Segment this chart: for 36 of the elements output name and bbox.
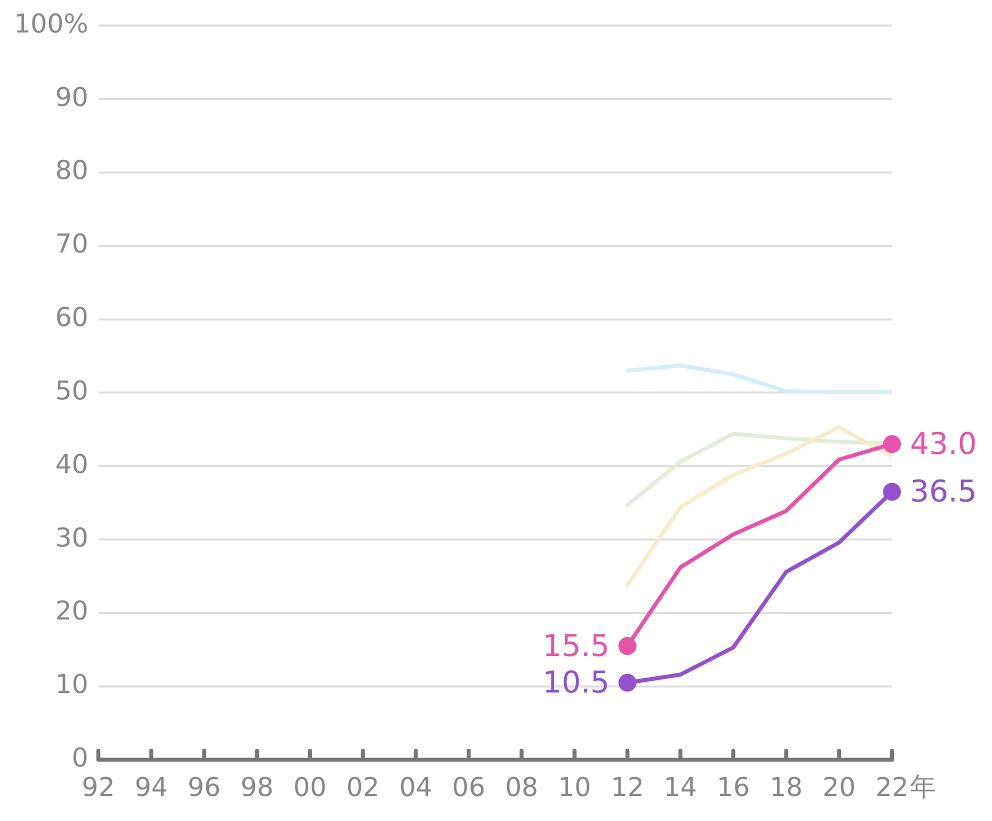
y-tick-label: 40 — [55, 450, 88, 480]
data-label: 15.5 — [542, 628, 610, 664]
data-label: 36.5 — [910, 474, 977, 510]
x-tick-label: 02 — [346, 773, 380, 804]
point — [618, 637, 636, 655]
point — [883, 435, 901, 454]
x-tick-label: 22 — [875, 773, 909, 804]
x-tick-label: 04 — [399, 773, 432, 804]
x-tick-label: 94 — [134, 773, 168, 804]
y-tick-label: 80 — [55, 156, 88, 186]
y-tick-label: 70 — [55, 230, 88, 260]
x-axis-title: 年 — [910, 772, 936, 803]
y-tick-label: 20 — [55, 596, 88, 627]
point — [883, 482, 901, 501]
y-tick-label: 30 — [55, 523, 88, 554]
x-tick-label: 18 — [770, 773, 803, 804]
x-tick-label: 20 — [822, 773, 856, 804]
y-tick-label: 60 — [55, 303, 88, 334]
point — [618, 674, 636, 692]
y-tick-label: 50 — [55, 376, 88, 406]
data-label: 43.0 — [910, 426, 977, 462]
x-tick-label: 96 — [188, 773, 221, 804]
x-tick-label: 92 — [82, 773, 115, 804]
x-tick-label: 10 — [558, 773, 592, 804]
y-tick-label: 90 — [55, 82, 88, 113]
x-tick-label: 08 — [505, 773, 538, 804]
x-tick-label: 16 — [716, 773, 750, 804]
x-tick-label: 06 — [452, 773, 486, 804]
x-tick-label: 12 — [610, 773, 644, 804]
data-label: 10.5 — [542, 666, 610, 701]
y-tick-label: 0 — [72, 744, 88, 774]
x-tick-label: 00 — [293, 773, 327, 804]
x-tick-label: 14 — [664, 773, 697, 804]
y-tick-label: 10 — [55, 670, 88, 700]
y-tick-label: 100% — [14, 9, 88, 40]
x-tick-label: 98 — [240, 773, 274, 804]
